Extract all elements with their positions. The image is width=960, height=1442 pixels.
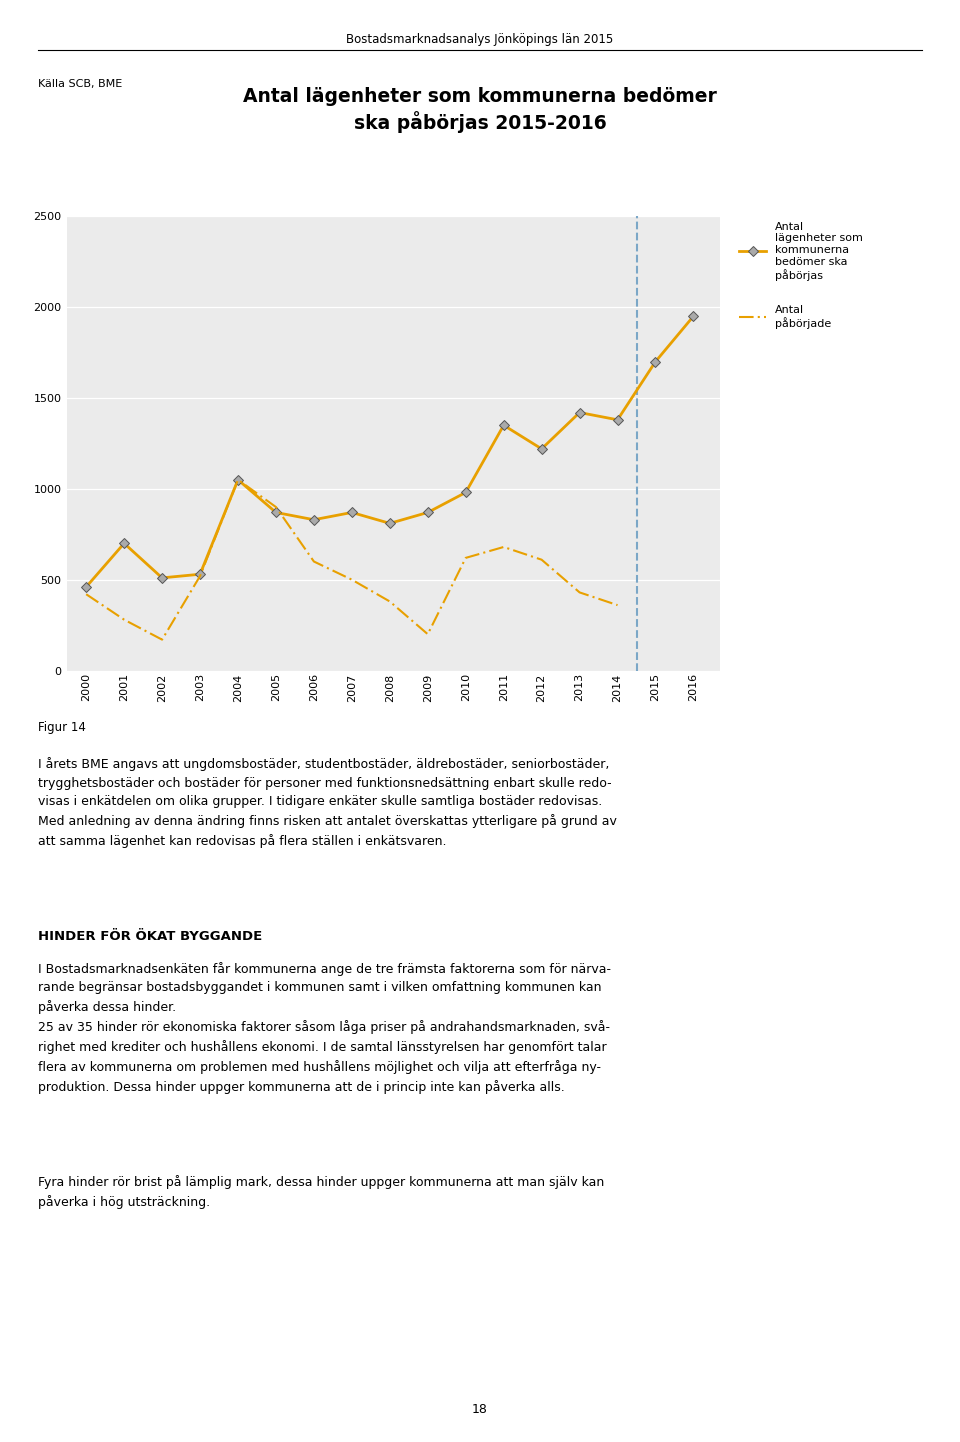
Text: Källa SCB, BME: Källa SCB, BME — [38, 79, 123, 89]
Text: I Bostadsmarknadsenkäten får kommunerna ange de tre främsta faktorerna som för n: I Bostadsmarknadsenkäten får kommunerna … — [38, 962, 612, 1094]
Legend: Antal
lägenheter som
kommunerna
bedömer ska
påbörjas, Antal
påbörjade: Antal lägenheter som kommunerna bedömer … — [738, 222, 863, 329]
Text: HINDER FÖR ÖKAT BYGGANDE: HINDER FÖR ÖKAT BYGGANDE — [38, 930, 263, 943]
Text: Fyra hinder rör brist på lämplig mark, dessa hinder uppger kommunerna att man sj: Fyra hinder rör brist på lämplig mark, d… — [38, 1175, 605, 1210]
Text: 18: 18 — [472, 1403, 488, 1416]
Text: Antal lägenheter som kommunerna bedömer
ska påbörjas 2015-2016: Antal lägenheter som kommunerna bedömer … — [243, 87, 717, 133]
Text: I årets BME angavs att ungdomsbostäder, studentbostäder, äldrebostäder, seniorbo: I årets BME angavs att ungdomsbostäder, … — [38, 757, 617, 848]
Text: Figur 14: Figur 14 — [38, 721, 86, 734]
Text: Bostadsmarknadsanalys Jönköpings län 2015: Bostadsmarknadsanalys Jönköpings län 201… — [347, 33, 613, 46]
